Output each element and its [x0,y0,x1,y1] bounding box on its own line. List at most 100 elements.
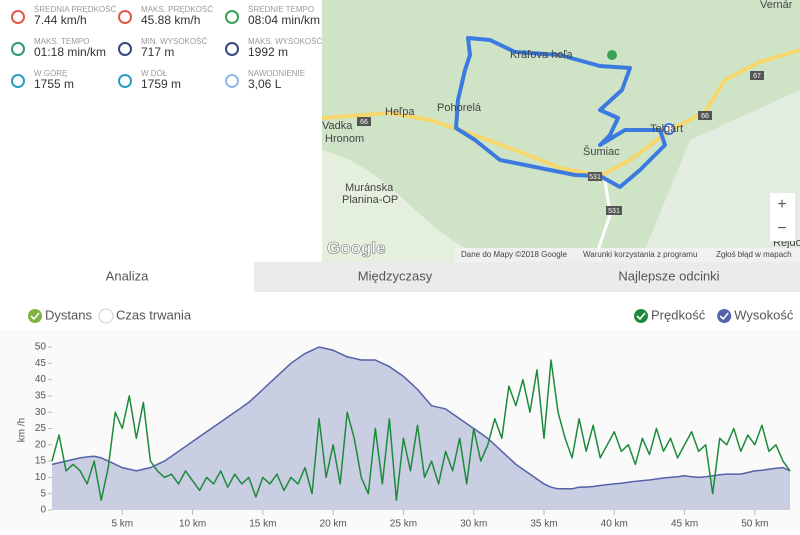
road-number: 531 [608,208,620,215]
check [636,312,646,321]
y-tick-label: 0 [40,505,46,516]
stat-value: 08:04 min/km [248,13,320,27]
place-label: Kráľova hoľa [510,49,574,61]
y-tick-label: 20 [35,439,47,450]
place-label: Telgárt [650,123,683,135]
y-tick-label: 45 [35,358,47,369]
terms-link[interactable]: Warunki korzystania z programu [583,250,697,259]
stat-label: W GÓRĘ [34,69,67,78]
y-tick-label: 5 [40,488,46,499]
attribution: Dane do Mapy ©2018 Google [461,250,568,259]
legend: Prędkość Wysokość [634,307,794,323]
map-area [322,150,500,262]
stat-value: 717 m [141,45,174,59]
place-label: Pohorelá [437,102,482,114]
legend-check[interactable] [717,309,732,323]
x-tick-label: 35 km [530,519,557,530]
y-tick-label: 10 [35,472,47,483]
place-label: Planina-OP [342,194,398,206]
elevation-line [51,346,791,490]
attribution-bar [455,248,800,262]
legend-label[interactable]: Prędkość [651,307,706,322]
zoom-in[interactable]: + [777,196,786,213]
report-link[interactable]: Zgłoś błąd w mapach [716,250,792,259]
stat-label: MAKS. TEMPO [34,37,89,46]
x-tick-label: 20 km [320,519,347,530]
chart: km /h 0 5 10 15 20 25 30 35 40 45 50 5 km 10 km 15 km 2… [0,330,800,530]
stat-label: MAKS. PRĘDKOŚĆ [141,5,213,14]
stat-label: ŚREDNIA PRĘDKOŚĆ [34,5,116,14]
stat-icon [11,10,25,24]
x-tick-label: 10 km [179,519,206,530]
stat-icon [118,10,132,24]
stat-label: ŚREDNIE TEMPO [248,5,314,14]
x-tick-label: 5 km [111,519,133,530]
peak-marker [607,50,617,60]
place-label: Vadka [322,120,353,132]
option-label[interactable]: Dystans [45,307,92,322]
road-shield [357,117,371,126]
check [719,312,729,321]
stat-value: 1992 m [248,45,288,59]
road-number: 66 [360,119,368,126]
road-number: 531 [589,174,601,181]
x-tick-label: 45 km [671,519,698,530]
x-tick-label: 15 km [249,519,276,530]
stat-icon [225,42,239,56]
map-area [640,90,800,262]
place-label: Heľpa [385,106,415,118]
stat-label: MAKS. WYSOKOŚĆ [248,37,322,46]
tab[interactable]: Analiza [106,268,149,283]
stat-value: 3,06 L [248,77,282,91]
stat-label: W DÓŁ [141,69,168,78]
option-label[interactable]: Czas trwania [116,307,192,322]
y-tick-label: 50 [35,342,47,353]
x-tick-label: 25 km [390,519,417,530]
radio-checked[interactable] [28,309,42,323]
route [454,36,667,189]
y-tick-label: 40 [35,374,47,385]
road-shield [750,71,764,80]
place-label: Muránska [345,182,394,194]
stat-icon [11,74,25,88]
road-shield [698,111,712,120]
x-tick-label: 50 km [741,519,768,530]
check [30,312,40,321]
stat-icon [11,42,25,56]
y-tick-label: 35 [35,391,47,402]
stat-icon [225,74,239,88]
stat-icon [118,42,132,56]
start-marker [663,123,675,135]
legend-label[interactable]: Wysokość [734,307,794,322]
map[interactable]: Vernár Kráľova hoľa Heľpa Pohorelá Šumia… [321,0,800,263]
y-tick-label: 15 [35,456,47,467]
tab[interactable]: Najlepsze odcinki [618,268,719,283]
road-shield [588,172,602,181]
y-axis-label: km /h [17,418,28,442]
zoom-control [770,193,795,241]
place-label: Hronom [325,133,364,145]
speed-line [51,359,791,501]
road-shield [606,206,622,215]
place-label: Vernár [760,0,793,11]
zoom-out[interactable]: − [777,220,786,237]
x-tick-label: 40 km [601,519,628,530]
stat-icon [118,74,132,88]
radio[interactable] [98,308,114,324]
place-label: Šumiac [583,145,620,158]
stat-value: 01:18 min/km [34,45,106,59]
x-tick-label: 30 km [460,519,487,530]
y-tick-label: 30 [35,407,47,418]
stat-label: MIN. WYSOKOŚĆ [141,37,207,46]
stat-value: 1755 m [34,77,74,91]
stat-value: 45.88 km/h [141,13,200,27]
stat-label: NAWODNIENIE [248,69,305,78]
road-number: 66 [701,113,709,120]
y-tick-label: 25 [35,423,47,434]
stat-value: 1759 m [141,77,181,91]
legend-check[interactable] [634,309,648,323]
stat-value: 7.44 km/h [34,13,87,27]
tab[interactable]: Międzyczasy [358,268,433,283]
elevation-area [52,347,790,510]
